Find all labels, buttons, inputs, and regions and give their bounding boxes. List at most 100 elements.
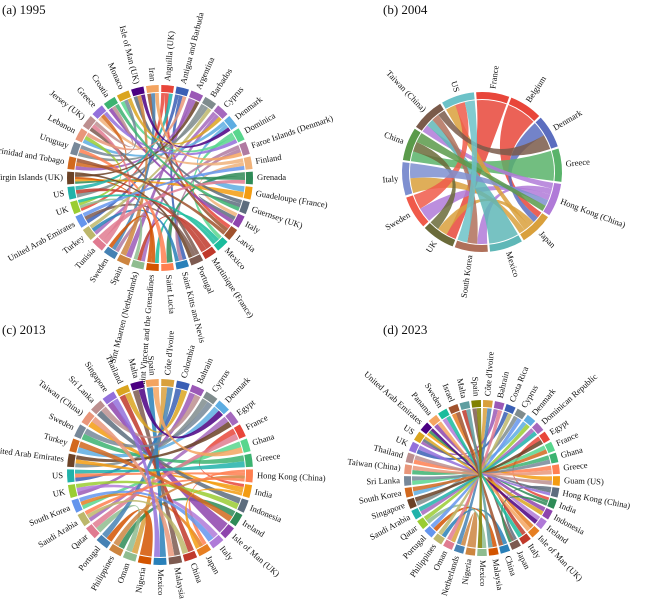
arc-china xyxy=(182,550,198,562)
panel-title-b: (b) 2004 xyxy=(383,2,428,17)
chord-south-korea-to-france xyxy=(412,449,548,492)
arc-us xyxy=(67,469,75,483)
chord-italy-to-malta xyxy=(461,409,526,536)
chord-greece-to-sweden xyxy=(81,433,245,464)
panel-title-d: (d) 2023 xyxy=(383,322,427,337)
label-ghana: Ghana xyxy=(559,444,583,460)
arc-uruguay xyxy=(70,141,81,156)
chord-uruguay-to-monaco xyxy=(80,99,137,157)
label-anguilla-uk: Anguilla (UK) xyxy=(162,31,176,82)
arc-colombia xyxy=(175,380,190,391)
arc-c-te-d-ivoire xyxy=(482,400,493,408)
arc-spain xyxy=(471,400,482,408)
arc-virgin-islands-uk xyxy=(67,171,75,185)
arc-united-arab-emirates xyxy=(75,213,88,228)
label-uk: UK xyxy=(394,434,410,449)
chord-nigeria-to-netherlands xyxy=(460,512,478,548)
arc-martinique-france xyxy=(201,246,217,260)
arc-nigeria xyxy=(137,555,152,565)
arc-taiwan-china xyxy=(81,411,95,426)
label-sri-lanka: Sri Lanka xyxy=(366,475,400,486)
chord-tunisia-to-jersey-uk xyxy=(91,124,131,245)
chord-united-arab-emirates-to-egypt xyxy=(75,421,232,463)
chord-uk-to-indonesia xyxy=(75,480,239,510)
chord-portugal-to-c-te-d-ivoire xyxy=(102,387,174,539)
chord-spain-to-isle-of-man-uk xyxy=(120,95,148,256)
arc-ghana xyxy=(549,452,559,464)
arc-sri-lanka xyxy=(91,400,106,415)
arc-egypt xyxy=(225,411,239,426)
chord-c-te-d-ivoire-to-oman xyxy=(131,387,168,554)
label-taiwan-china: Taiwan (China) xyxy=(384,68,428,114)
arc-italy xyxy=(232,213,245,228)
chord-india-to-united-arab-emirates xyxy=(75,459,244,490)
label-latvia: Latvia xyxy=(234,233,258,254)
arc-france xyxy=(544,441,556,454)
label-c-te-d-ivoire: Côte d'Ivoire xyxy=(162,330,176,376)
label-martinique-france: Martinique (France) xyxy=(210,256,256,320)
arc-greece xyxy=(551,464,560,475)
chord-malaysia-to-portugal xyxy=(433,507,497,548)
chord-finland-to-greece xyxy=(98,116,244,166)
label-united-arab-emirates: United Arab Emirates xyxy=(6,219,77,264)
arc-us xyxy=(67,186,77,200)
arc-france xyxy=(476,92,510,104)
arc-argentina xyxy=(189,90,204,102)
arc-greece xyxy=(92,105,107,119)
arc-malta xyxy=(459,401,471,411)
chord-tunisia-to-grenada xyxy=(98,179,245,241)
arc-sweden xyxy=(103,246,119,260)
ribbons xyxy=(75,93,245,263)
chord-taiwan-china-to-denmark xyxy=(438,110,551,156)
arc-greece xyxy=(244,453,253,468)
arc-china xyxy=(402,128,421,162)
chord-china-to-thailand xyxy=(119,394,194,553)
arc-lebanon xyxy=(75,128,88,143)
arc-trinidad-and-tobago xyxy=(67,156,77,170)
chord-us-to-indonesia xyxy=(424,436,544,516)
arc-monaco xyxy=(116,90,131,102)
arc-guam-us xyxy=(552,476,560,486)
arc-japan xyxy=(196,543,211,557)
chord-hong-kong-china-to-us xyxy=(75,472,245,478)
arc-portugal xyxy=(424,525,437,538)
label-mexico: Mexico xyxy=(478,560,488,586)
arc-mexico xyxy=(477,548,487,556)
label-hong-kong-china: Hong Kong (China) xyxy=(257,470,326,483)
arc-egypt xyxy=(539,431,550,444)
chord-belgium-to-japan xyxy=(499,105,542,218)
label-france: France xyxy=(244,412,270,432)
chord-malta-to-malaysia xyxy=(466,408,493,548)
chord-sri-lanka-to-ghana xyxy=(412,459,551,481)
arc-denmark xyxy=(224,115,238,130)
arc-belgium xyxy=(508,97,540,121)
chord-thailand-to-guam-us xyxy=(414,455,552,486)
chord-saint-vincent-and-the-grenadines-to-sweden xyxy=(108,215,153,263)
arc-isle-of-man-uk xyxy=(527,525,540,538)
arc-indonesia xyxy=(237,498,249,513)
label-belgium: Belgium xyxy=(523,74,548,104)
chord-singapore-to-mexico xyxy=(112,398,160,557)
arc-barbados xyxy=(201,96,217,110)
chord-mexico-to-uk xyxy=(77,194,217,245)
label-malta: Malta xyxy=(455,377,469,399)
chord-diagram-2013: Côte d'Ivoire ColombiaBahrainCyprusDenmar… xyxy=(0,330,326,599)
label-mexico: Mexico xyxy=(504,250,522,278)
chord-china-to-hong-kong-china xyxy=(416,133,546,211)
chord-martinique-france-to-us xyxy=(75,188,207,253)
label-spain: Spain xyxy=(470,376,482,397)
arc-denmark xyxy=(535,117,558,149)
arc-costa-rica xyxy=(504,403,516,414)
label-colombia: Colombia xyxy=(179,344,197,380)
chord-philippines-to-costa-rica xyxy=(438,413,513,536)
arc-faroe-islands-denmark xyxy=(239,141,250,156)
label-japan: Japan xyxy=(537,229,558,251)
chord-qatar-to-france xyxy=(92,433,239,529)
label-guadeloupe-france: Guadeloupe (France) xyxy=(255,188,329,210)
chord-sweden-to-italy xyxy=(446,415,523,538)
arc-grenada xyxy=(245,171,253,185)
arc-oman xyxy=(122,550,138,562)
label-malaysia: Malaysia xyxy=(491,558,506,591)
chord-sweden-to-us xyxy=(413,102,469,209)
arc-sint-maarten-netherlands xyxy=(131,259,145,270)
